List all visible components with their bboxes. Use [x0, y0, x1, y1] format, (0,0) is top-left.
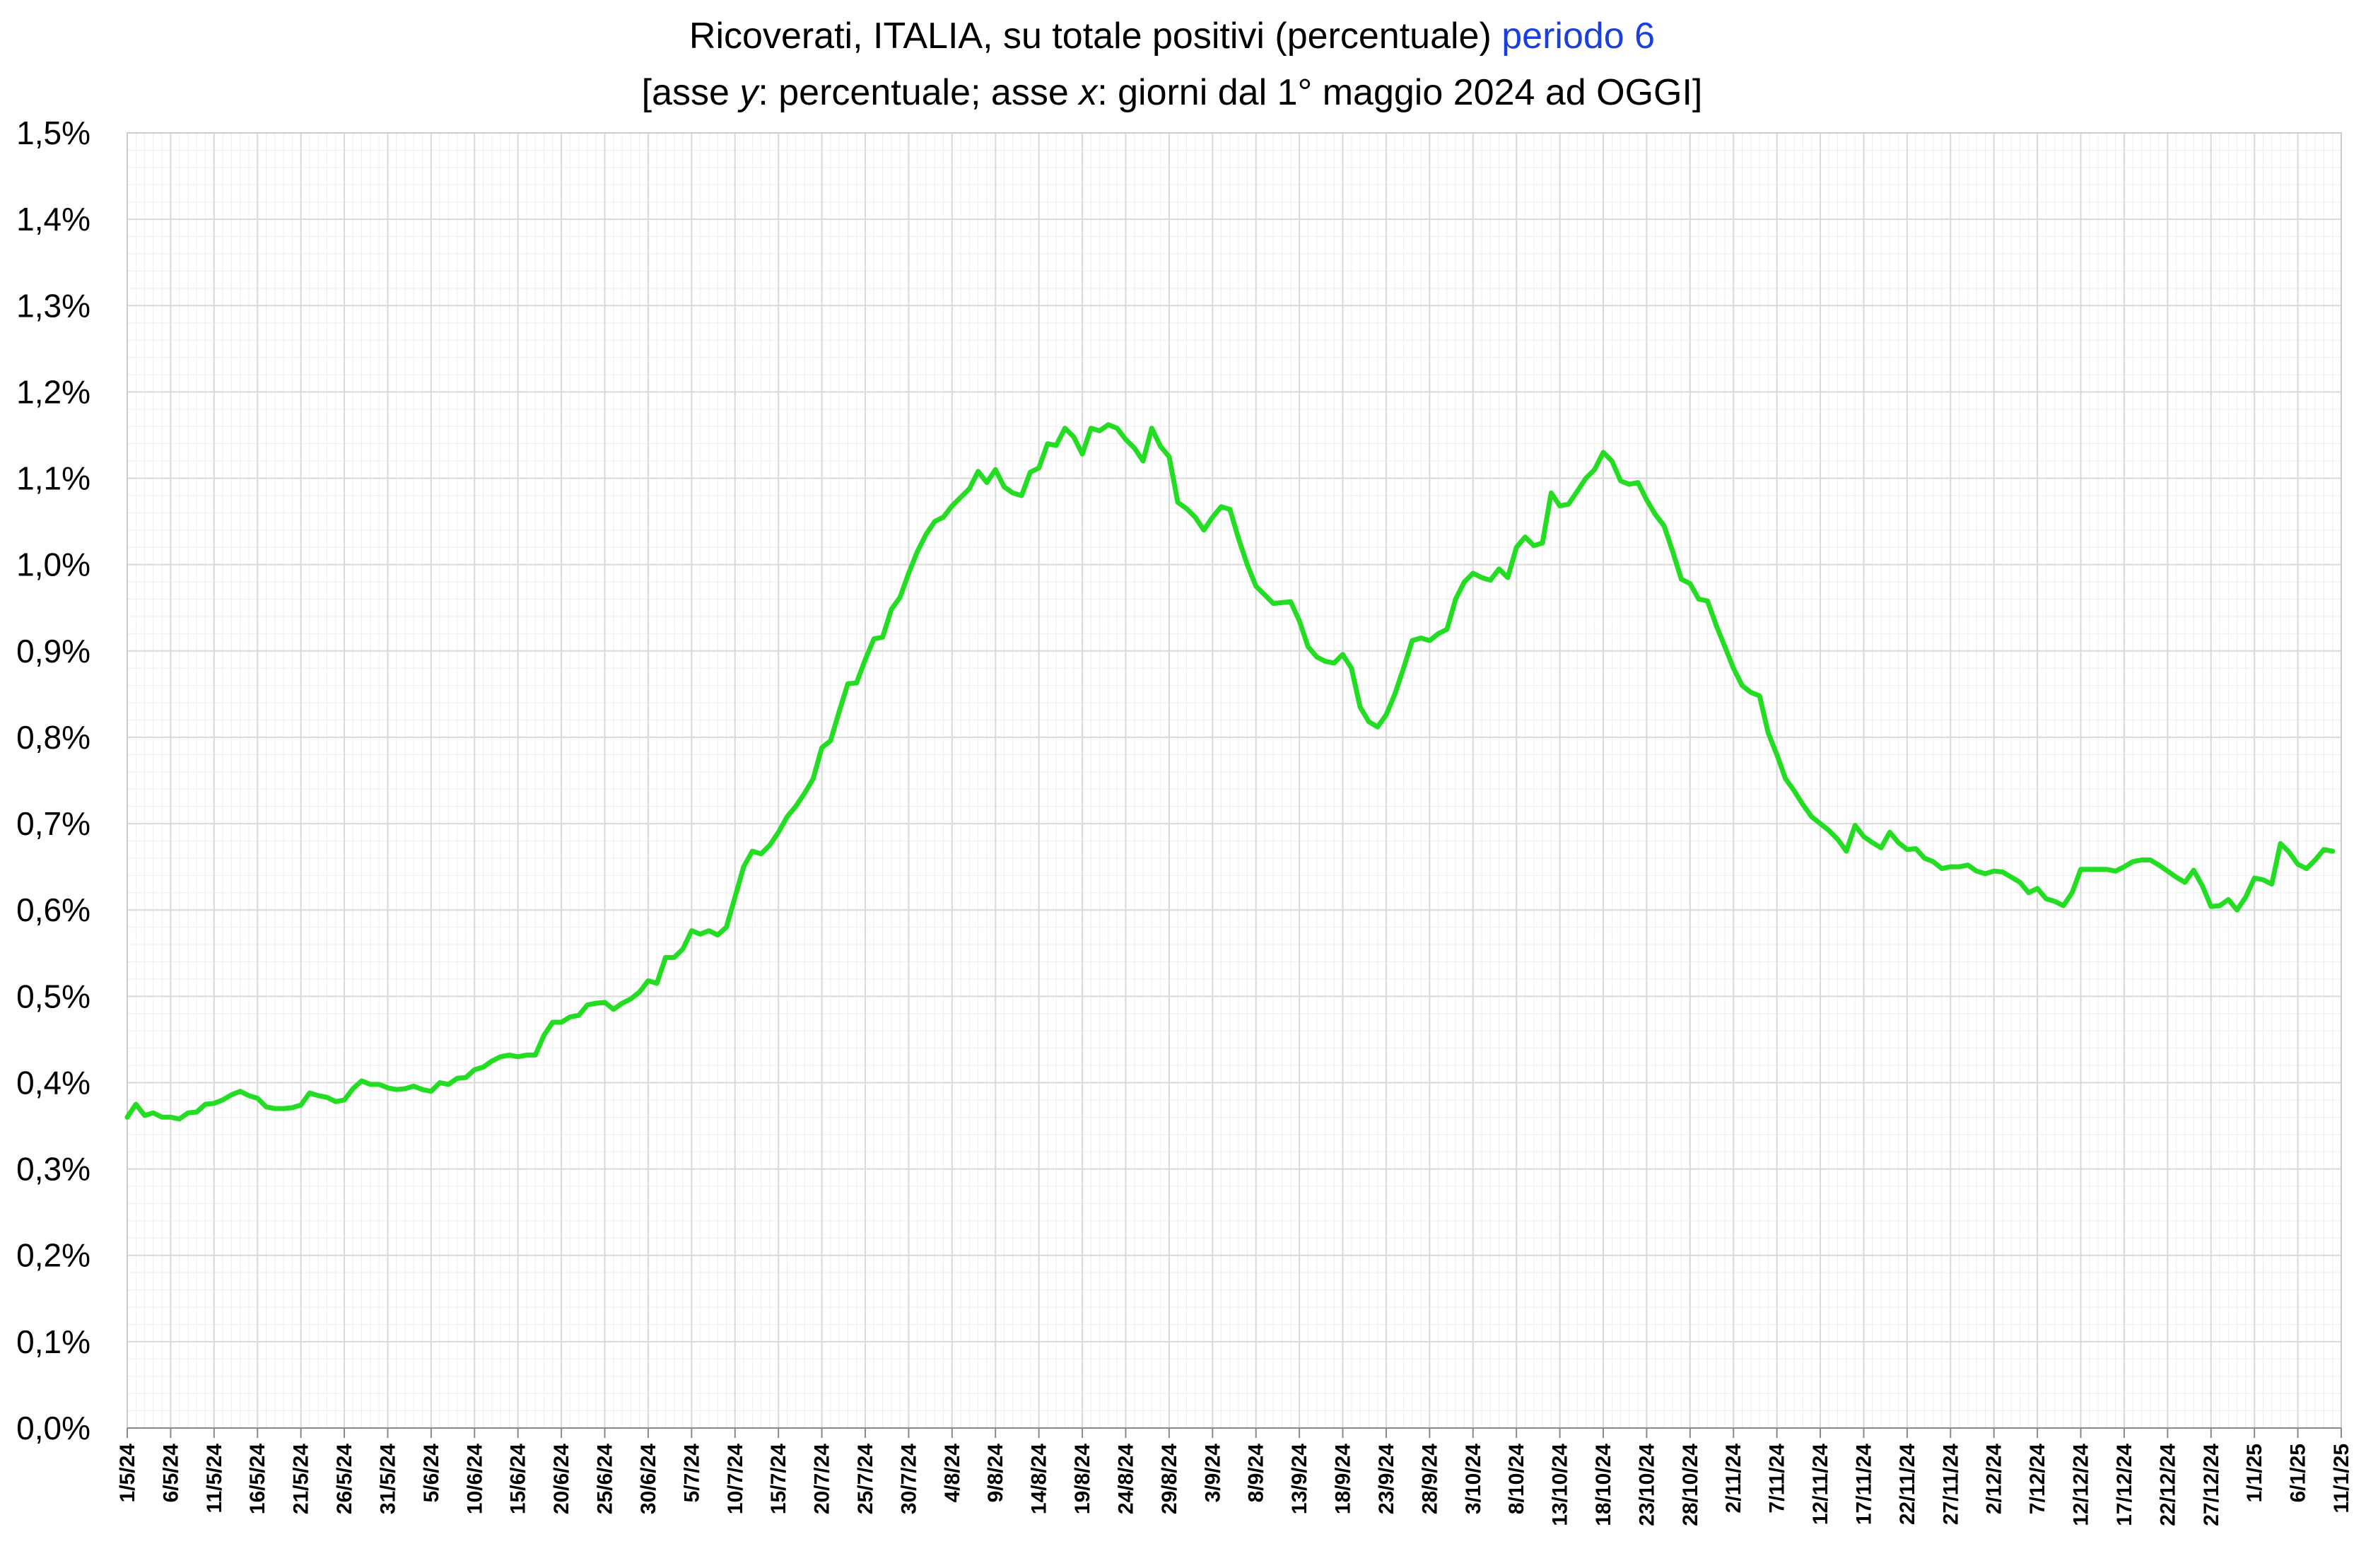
- x-tick-label: 9/8/24: [984, 1444, 1007, 1503]
- x-tick-label: 29/8/24: [1158, 1444, 1181, 1514]
- x-tick-label: 28/9/24: [1418, 1444, 1441, 1514]
- x-tick-label: 6/5/24: [159, 1444, 182, 1503]
- x-tick-label: 4/8/24: [941, 1444, 964, 1503]
- x-tick-label: 15/6/24: [507, 1444, 530, 1514]
- y-tick-label: 1,4%: [16, 201, 90, 238]
- y-tick-label: 0,0%: [16, 1410, 90, 1446]
- x-tick-label: 1/5/24: [116, 1444, 139, 1503]
- x-tick-label: 27/11/24: [1939, 1444, 1962, 1525]
- chart-title: Ricoverati, ITALIA, su totale positivi (…: [689, 16, 1655, 57]
- x-tick-label: 28/10/24: [1679, 1444, 1702, 1526]
- chart-title-main: Ricoverati, ITALIA, su totale positivi (…: [689, 16, 1492, 57]
- chart-title-highlight: periodo 6: [1501, 16, 1655, 57]
- x-tick-marks: [127, 1428, 2342, 1438]
- x-tick-label: 10/6/24: [463, 1444, 486, 1514]
- y-tick-label: 0,8%: [16, 719, 90, 756]
- x-tick-label: 5/6/24: [420, 1444, 443, 1503]
- y-tick-labels: 0,0% 0,1% 0,2% 0,3% 0,4% 0,5% 0,6% 0,7% 0,8% 0,9%…: [16, 115, 90, 1446]
- y-tick-label: 1,2%: [16, 373, 90, 410]
- x-tick-label: 25/6/24: [594, 1444, 617, 1514]
- y-tick-label: 0,4%: [16, 1064, 90, 1101]
- x-tick-label: 30/6/24: [637, 1444, 660, 1514]
- y-tick-label: 1,1%: [16, 460, 90, 497]
- x-tick-label: 18/10/24: [1592, 1444, 1615, 1526]
- x-tick-label: 20/7/24: [811, 1444, 834, 1514]
- y-tick-label: 0,5%: [16, 978, 90, 1014]
- x-tick-label: 19/8/24: [1071, 1444, 1094, 1514]
- chart-subtitle: [asse y: percentuale; asse x: giorni dal…: [642, 72, 1703, 113]
- x-tick-label: 3/9/24: [1201, 1444, 1224, 1503]
- x-tick-label: 12/11/24: [1809, 1444, 1832, 1525]
- x-tick-label: 27/12/24: [2200, 1444, 2223, 1526]
- x-tick-label: 20/6/24: [550, 1444, 573, 1514]
- x-tick-label: 11/1/25: [2330, 1444, 2353, 1513]
- x-tick-label: 22/12/24: [2156, 1444, 2179, 1526]
- x-tick-label: 13/9/24: [1288, 1444, 1311, 1514]
- x-tick-labels: 1/5/24 6/5/24 11/5/24 16/5/24 21/5/24 26/5/24…: [116, 1444, 2353, 1526]
- x-tick-label: 31/5/24: [376, 1444, 399, 1514]
- x-tick-label: 30/7/24: [897, 1444, 920, 1514]
- y-tick-label: 1,3%: [16, 287, 90, 324]
- x-tick-label: 17/11/24: [1852, 1444, 1875, 1525]
- x-tick-label: 8/10/24: [1505, 1444, 1528, 1514]
- x-tick-label: 18/9/24: [1332, 1444, 1355, 1514]
- y-tick-label: 1,0%: [16, 546, 90, 583]
- x-tick-label: 2/11/24: [1722, 1444, 1745, 1514]
- x-tick-label: 16/5/24: [246, 1444, 269, 1514]
- x-tick-label: 5/7/24: [680, 1444, 703, 1503]
- x-tick-label: 3/10/24: [1462, 1444, 1485, 1514]
- x-tick-label: 11/5/24: [203, 1444, 226, 1514]
- x-tick-label: 26/5/24: [333, 1444, 356, 1514]
- y-tick-label: 0,1%: [16, 1323, 90, 1360]
- series-line: [124, 422, 2336, 1122]
- y-tick-label: 0,9%: [16, 633, 90, 669]
- major-gridlines: [127, 132, 2342, 1429]
- series-layer: [124, 422, 2336, 1122]
- x-tick-label: 25/7/24: [854, 1444, 877, 1514]
- minor-gridlines: [127, 132, 2342, 1429]
- x-tick-label: 17/12/24: [2113, 1444, 2136, 1526]
- x-tick-label: 12/12/24: [2070, 1444, 2093, 1526]
- x-tick-label: 14/8/24: [1028, 1444, 1051, 1514]
- x-tick-label: 7/11/24: [1766, 1444, 1789, 1514]
- x-tick-label: 15/7/24: [767, 1444, 790, 1514]
- x-tick-label: 23/10/24: [1635, 1444, 1658, 1526]
- x-tick-label: 10/7/24: [724, 1444, 747, 1514]
- y-tick-label: 0,2%: [16, 1237, 90, 1274]
- x-tick-label: 2/12/24: [1983, 1444, 2006, 1514]
- x-tick-label: 13/10/24: [1549, 1444, 1572, 1526]
- x-tick-label: 7/12/24: [2026, 1444, 2049, 1514]
- x-tick-label: 1/1/25: [2243, 1444, 2266, 1502]
- y-tick-label: 1,5%: [16, 115, 90, 151]
- x-tick-label: 22/11/24: [1896, 1444, 1919, 1525]
- x-tick-label: 24/8/24: [1114, 1444, 1137, 1514]
- y-tick-label: 0,3%: [16, 1151, 90, 1188]
- x-tick-label: 6/1/25: [2287, 1444, 2310, 1502]
- y-tick-label: 0,7%: [16, 805, 90, 842]
- x-tick-label: 8/9/24: [1245, 1444, 1268, 1503]
- x-tick-label: 21/5/24: [290, 1444, 313, 1514]
- y-tick-label: 0,6%: [16, 891, 90, 928]
- x-tick-label: 23/9/24: [1375, 1444, 1398, 1514]
